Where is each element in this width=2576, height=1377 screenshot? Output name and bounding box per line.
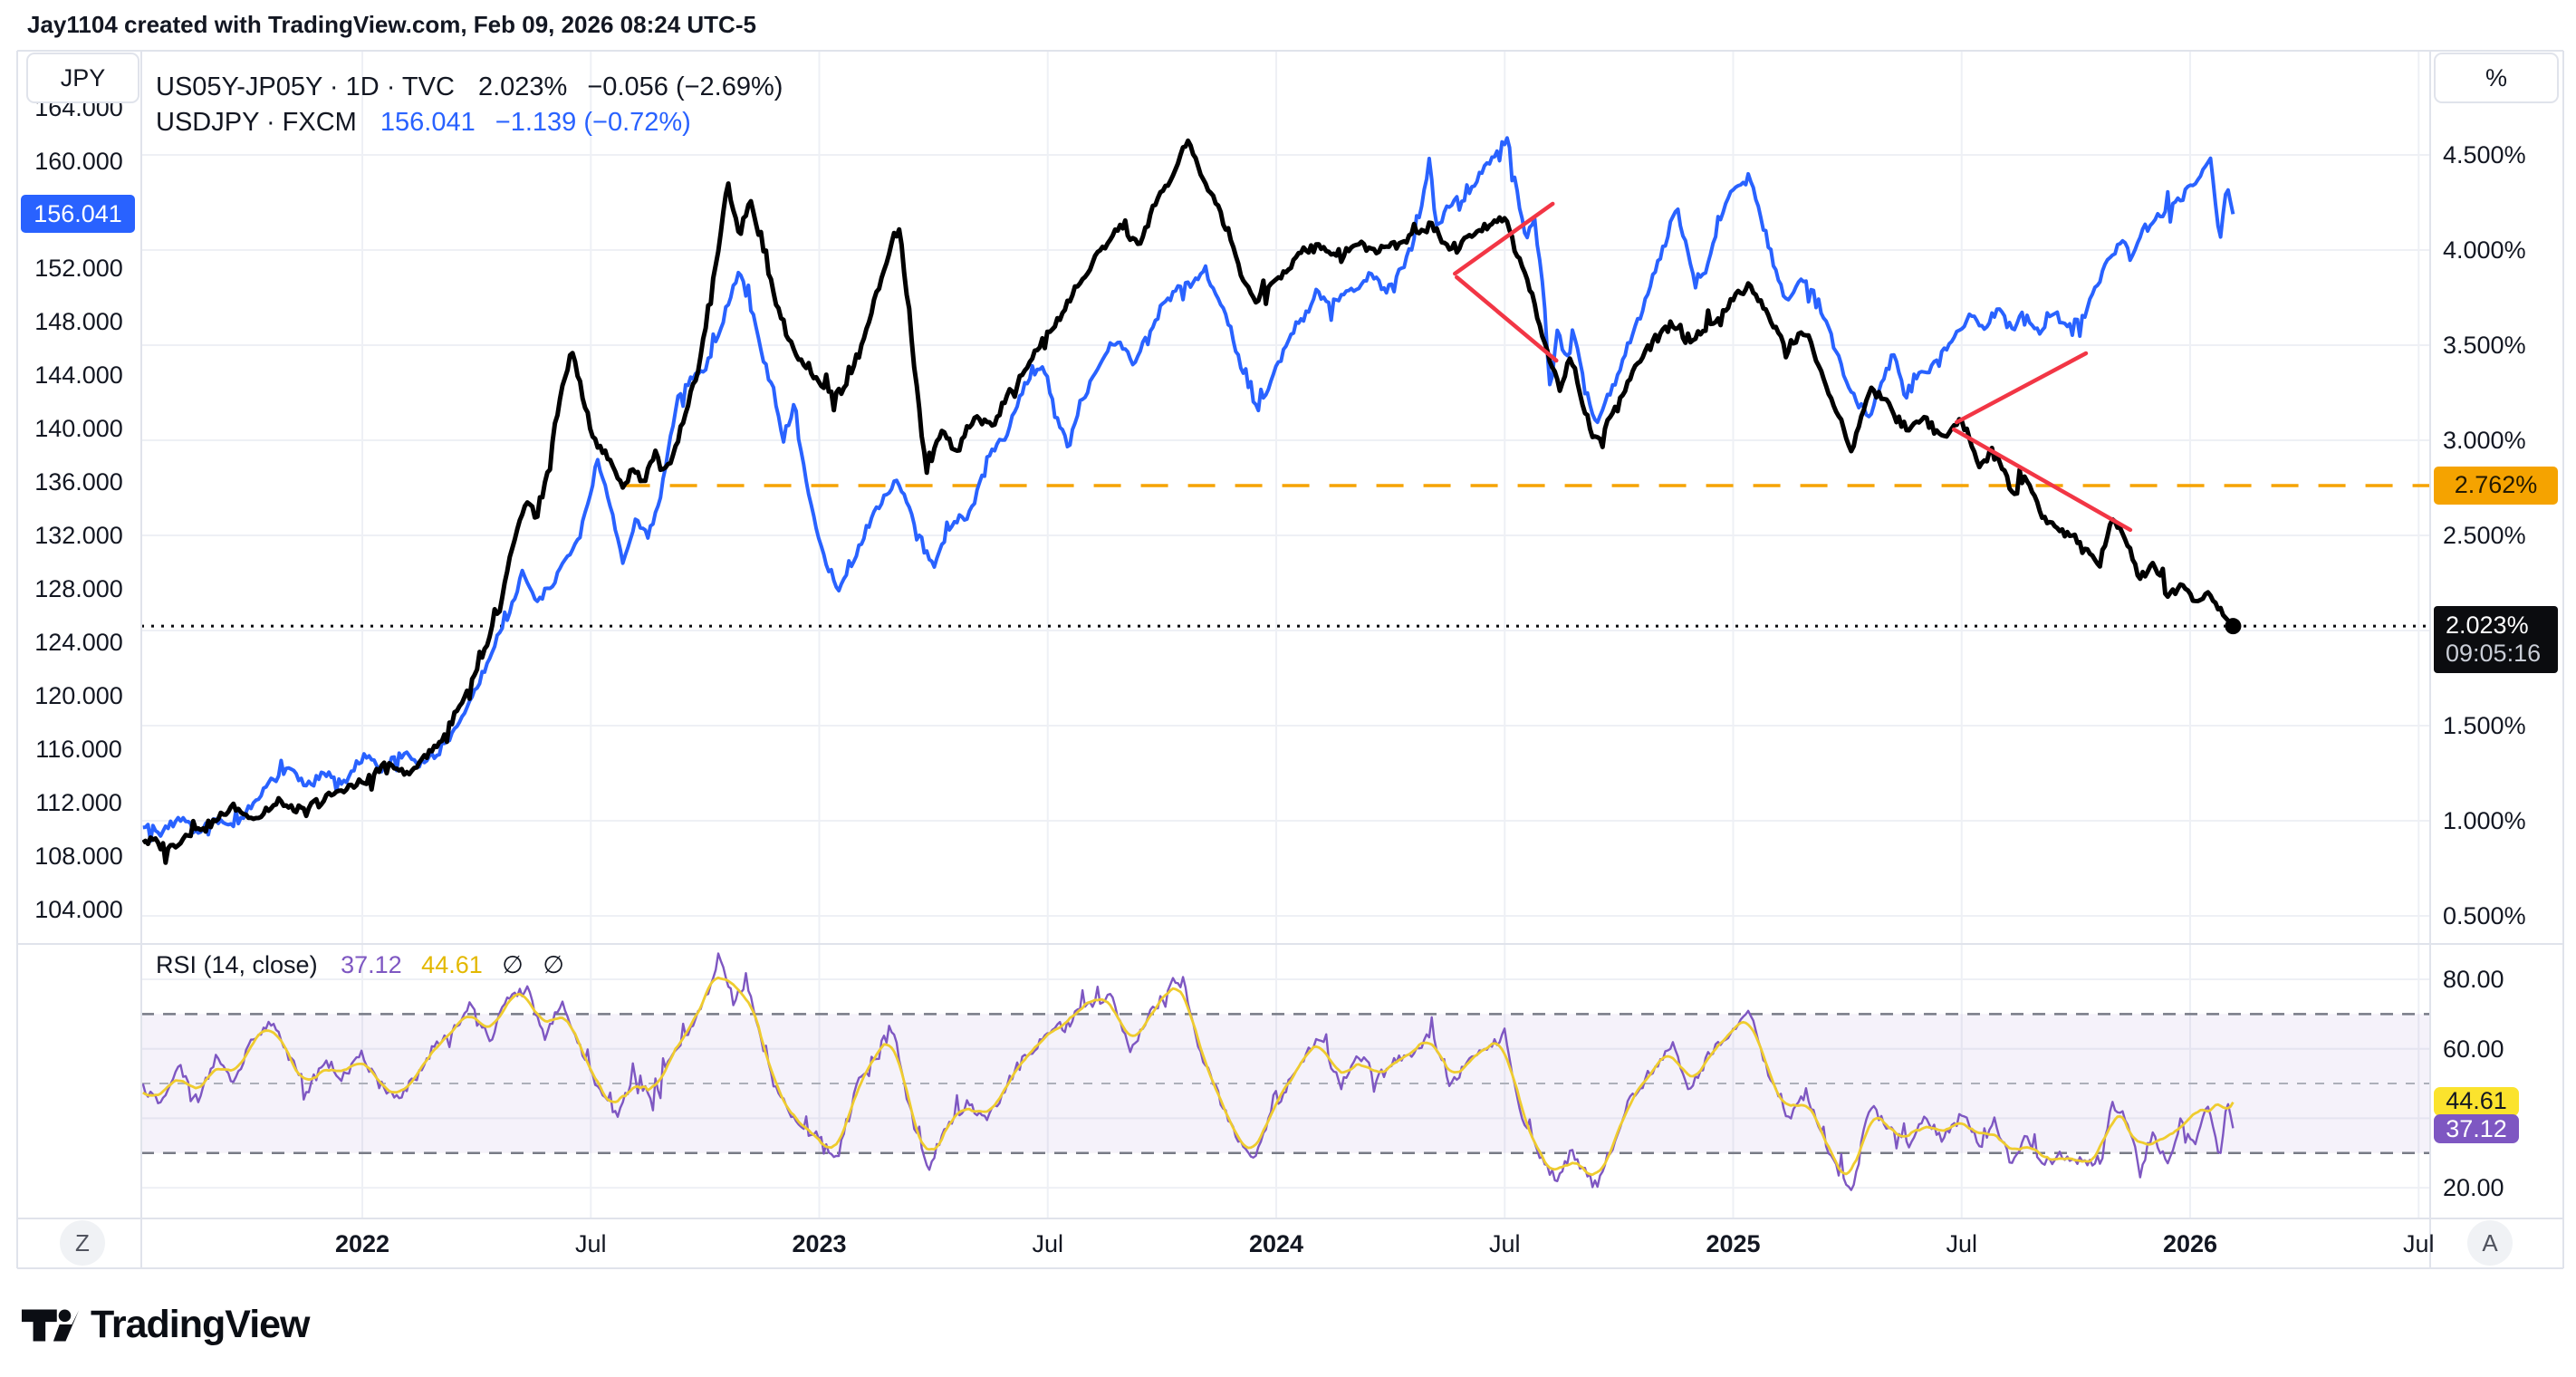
spread-line [141, 138, 2235, 865]
left-axis-tick: 132.000 [34, 522, 123, 549]
rsi-band [141, 1013, 2430, 1154]
left-axis-tick: 112.000 [35, 789, 122, 816]
timezone-button[interactable]: Z [60, 1220, 105, 1266]
orange-level-label: 2.762% [2434, 466, 2558, 505]
left-axis-tick: 124.000 [34, 629, 123, 656]
rsi-axis-tick: 80.00 [2443, 966, 2504, 993]
left-axis-tick: 152.000 [34, 255, 123, 282]
rsi-flag-icon[interactable]: ∅ [543, 951, 564, 978]
right-axis-tick: 3.000% [2443, 427, 2526, 454]
legend-usdjpy-change: −1.139 (−0.72%) [495, 108, 691, 137]
trendline [1954, 351, 2089, 425]
right-axis-unit-button[interactable]: % [2434, 53, 2559, 103]
legend-usdjpy-title: USDJPY · FXCM [156, 108, 357, 137]
rsi-line [141, 952, 2235, 1191]
left-axis-tick: 108.000 [34, 843, 123, 870]
tradingview-logo-icon [21, 1309, 79, 1341]
gridlines [141, 51, 2430, 1218]
left-axis-tick: 120.000 [34, 682, 123, 709]
tradingview-logo-text: TradingView [91, 1303, 310, 1346]
trendline [1455, 274, 1559, 363]
rsi-flag-icon[interactable]: ∅ [502, 951, 524, 978]
time-axis-tick: 2026 [2162, 1230, 2218, 1257]
left-axis-tick: 136.000 [34, 468, 123, 496]
left-axis-tick: 116.000 [35, 736, 122, 763]
right-axis-tick: 3.500% [2443, 332, 2526, 359]
trendline [1951, 427, 2133, 533]
legend-rsi-indicator[interactable]: RSI (14, close) 37.12 44.61 ∅ ∅ [156, 949, 564, 980]
legend-rsi-value: 37.12 [341, 951, 402, 978]
time-axis-tick: Jul [2402, 1230, 2435, 1257]
last-value-dot [2225, 618, 2242, 635]
main-pane-series [141, 136, 2235, 865]
pane-borders [16, 50, 2564, 1269]
legend-usdjpy-series[interactable]: USDJPY · FXCM 156.041 −1.139 (−0.72%) [156, 107, 691, 138]
red-trendlines[interactable] [1453, 201, 2133, 533]
trendline [1453, 201, 1555, 276]
left-axis-tick: 160.000 [34, 148, 123, 175]
usdjpy-last-price-label: 156.041 [21, 195, 135, 234]
legend-usdjpy-price: 156.041 [380, 108, 476, 137]
left-axis-tick: 104.000 [34, 896, 123, 923]
time-axis-tick: Jul [1946, 1230, 1977, 1257]
legend-spread-series[interactable]: US05Y-JP05Y · 1D · TVC 2.023% −0.056 (−2… [156, 72, 783, 102]
time-axis-tick: 2022 [334, 1230, 390, 1257]
rsi-ma-value-label: 44.61 [2434, 1086, 2519, 1116]
rsi-axis-tick: 20.00 [2443, 1174, 2504, 1202]
last-price-value: 2.023% [2446, 611, 2529, 640]
attribution-text: Jay1104 created with TradingView.com, Fe… [27, 11, 756, 38]
time-axis-tick: 2023 [792, 1230, 847, 1257]
bar-countdown: 09:05:16 [2446, 640, 2542, 668]
rsi-ma-line [142, 976, 2235, 1177]
legend-rsi-ma-value: 44.61 [421, 951, 483, 978]
time-axis-tick: Jul [1488, 1230, 1521, 1257]
right-axis-tick: 2.500% [2443, 522, 2526, 549]
legend-spread-change: −0.056 (−2.69%) [587, 72, 783, 101]
spread-last-price-label: 2.023% 09:05:16 [2434, 606, 2558, 674]
time-axis-tick: Jul [1032, 1230, 1063, 1257]
legend-spread-price: 2.023% [477, 72, 568, 101]
time-axis-tick: Jul [574, 1230, 607, 1257]
right-axis-tick: 1.000% [2443, 807, 2526, 834]
time-axis-tick: 2025 [1706, 1230, 1761, 1257]
legend-rsi-title: RSI (14, close) [156, 951, 318, 978]
rsi-pane-series [141, 952, 2235, 1191]
left-axis-tick: 140.000 [34, 415, 123, 442]
left-axis-unit-button[interactable]: JPY [26, 53, 139, 103]
time-axis-tick: 2024 [1248, 1230, 1304, 1257]
right-axis-tick: 0.500% [2443, 902, 2526, 929]
right-axis-tick: 4.500% [2443, 141, 2526, 169]
rsi-axis-tick: 60.00 [2443, 1035, 2504, 1063]
auto-scale-button[interactable]: A [2467, 1220, 2513, 1266]
right-axis-tick: 1.500% [2443, 712, 2526, 739]
left-axis-tick: 128.000 [34, 575, 123, 602]
tradingview-logo[interactable]: TradingView [21, 1303, 310, 1347]
right-axis-tick: 4.000% [2443, 236, 2526, 264]
rsi-value-label: 37.12 [2434, 1114, 2519, 1144]
left-axis-tick: 144.000 [34, 361, 123, 389]
legend-spread-title: US05Y-JP05Y · 1D · TVC [156, 72, 455, 101]
left-axis-tick: 148.000 [34, 308, 123, 335]
usdjpy-line [142, 136, 2235, 843]
